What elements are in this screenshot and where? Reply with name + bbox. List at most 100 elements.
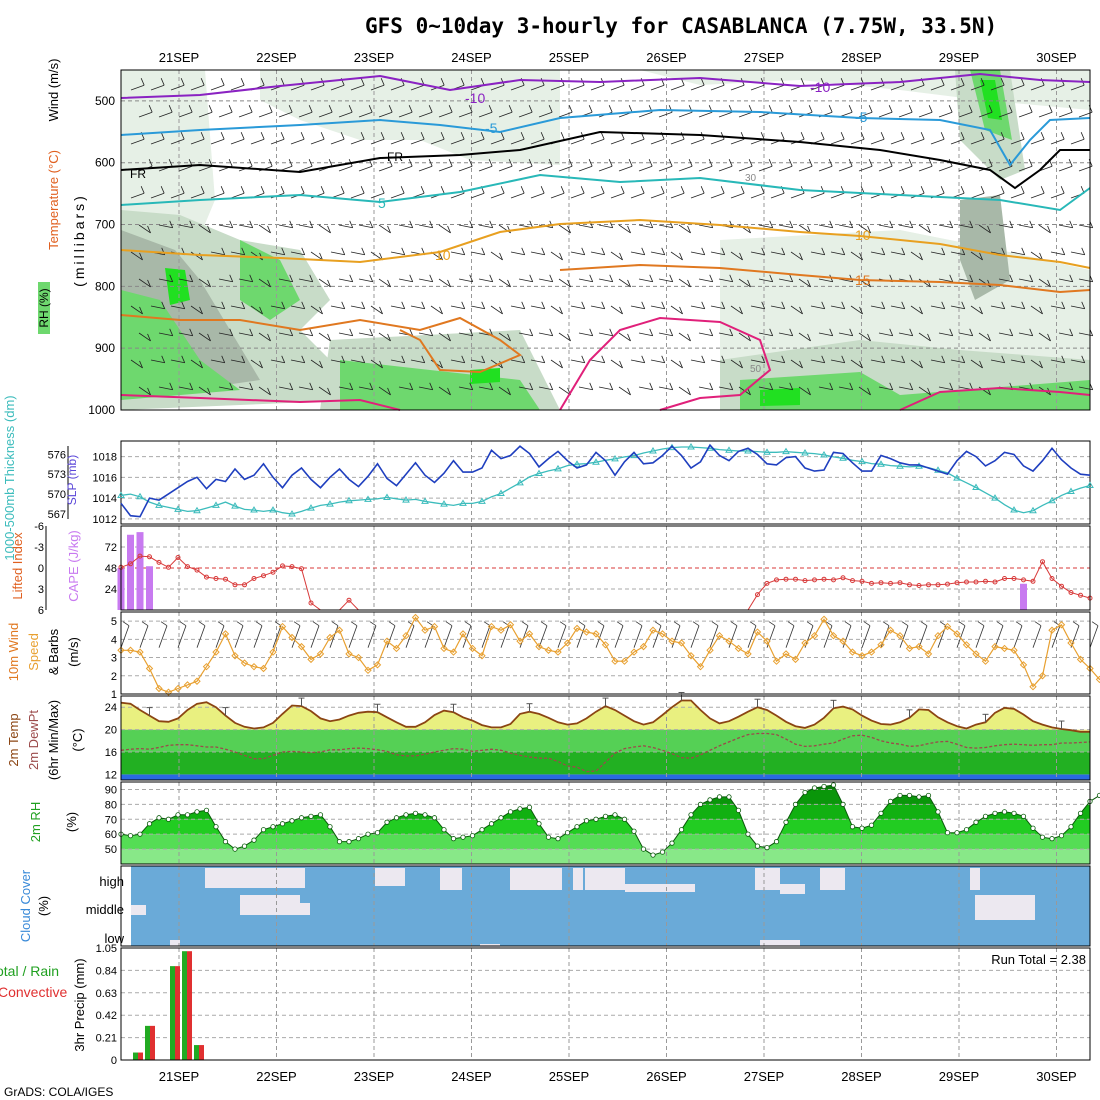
barb-10m-flag bbox=[1091, 621, 1099, 627]
wind-barb bbox=[978, 111, 993, 118]
wind-barb bbox=[638, 386, 653, 391]
wind-barb-flag bbox=[181, 301, 186, 309]
wind-barb-flag bbox=[649, 220, 654, 228]
wind-barb bbox=[1058, 111, 1073, 118]
wind-barb-flag bbox=[540, 78, 545, 86]
wind-barb-flag bbox=[1009, 220, 1014, 228]
wind-barb-flag bbox=[281, 247, 286, 255]
wind-barb-flag bbox=[969, 274, 974, 282]
wind-barb bbox=[630, 305, 645, 310]
barb-10m-flag bbox=[559, 621, 567, 627]
wind-barb bbox=[290, 251, 305, 256]
wind-barb bbox=[138, 332, 151, 342]
thickness-marker bbox=[877, 460, 885, 467]
wind-barb-flag bbox=[828, 159, 833, 167]
rh-tick-label: 70 bbox=[105, 814, 117, 826]
wind-barb bbox=[1058, 332, 1073, 337]
wind-barb bbox=[1038, 224, 1051, 234]
wind-barb-flag bbox=[859, 306, 863, 315]
rh-marker bbox=[906, 792, 913, 799]
wind-barb-flag bbox=[481, 247, 486, 255]
wind-barb bbox=[690, 192, 705, 199]
wind-barb-flag bbox=[379, 360, 383, 369]
wind-barb-flag bbox=[589, 382, 594, 390]
wind-barb-flag bbox=[361, 247, 366, 255]
wind-barb-flag bbox=[619, 252, 623, 261]
wind-barb bbox=[330, 84, 345, 91]
wind-barb-flag bbox=[828, 105, 833, 113]
wind-barb bbox=[298, 332, 313, 337]
wind-barb bbox=[190, 305, 203, 315]
wind-barb bbox=[650, 84, 665, 91]
wind-barb-flag bbox=[880, 132, 885, 140]
wind-barb bbox=[738, 332, 751, 342]
cloud-block bbox=[440, 868, 462, 890]
wind-barb bbox=[570, 305, 585, 310]
wind-barb bbox=[150, 305, 165, 310]
wind-barb bbox=[258, 111, 273, 118]
wind-marker bbox=[269, 648, 277, 656]
wind-barb-flag bbox=[1001, 301, 1006, 309]
wind-barb-flag bbox=[221, 301, 226, 309]
temp-band-12-16 bbox=[121, 752, 1090, 775]
wind-barb bbox=[830, 251, 845, 256]
temp-label-2: 2m DewPt bbox=[26, 710, 41, 770]
wind-barb-flag bbox=[500, 186, 505, 194]
rh-marker bbox=[859, 825, 865, 831]
wind-barb-flag bbox=[799, 252, 803, 261]
wind-barb-flag bbox=[661, 355, 666, 363]
li-marker bbox=[1059, 583, 1064, 589]
li-marker bbox=[242, 582, 247, 588]
barb-10m bbox=[1013, 625, 1023, 648]
date-label-bottom: 24SEP bbox=[451, 1069, 491, 1084]
li-marker bbox=[764, 580, 770, 586]
wind-barb bbox=[470, 359, 485, 364]
li-marker bbox=[878, 580, 884, 586]
wind-barb bbox=[658, 111, 673, 118]
wind-barb-flag bbox=[720, 186, 725, 194]
barb-10m-flag bbox=[920, 621, 928, 627]
rh-marker bbox=[393, 815, 400, 821]
rh-marker bbox=[1030, 825, 1036, 831]
barb-10m-flag bbox=[977, 621, 985, 627]
wind-barb bbox=[770, 251, 785, 256]
li-marker bbox=[194, 567, 200, 573]
wind-barb bbox=[690, 359, 705, 364]
wind-barb bbox=[678, 165, 693, 172]
barb-10m-flag bbox=[882, 621, 890, 627]
li-marker bbox=[859, 578, 865, 584]
wind-barb bbox=[158, 386, 173, 391]
wind-barb bbox=[830, 138, 845, 145]
wind-barb-flag bbox=[521, 247, 526, 255]
wind-barb bbox=[178, 386, 193, 391]
rh-marker bbox=[232, 846, 238, 852]
wind-barb bbox=[338, 332, 353, 337]
wind-marker bbox=[164, 688, 173, 696]
barb-10m-flag bbox=[692, 621, 700, 627]
li-marker bbox=[812, 577, 817, 583]
wind-marker bbox=[801, 639, 809, 647]
wind-barb bbox=[498, 332, 511, 342]
rh-marker bbox=[650, 852, 656, 858]
wind-barb bbox=[1070, 251, 1085, 256]
thickness-marker bbox=[402, 496, 410, 503]
wind-barb-flag bbox=[500, 132, 505, 140]
wind-barb bbox=[598, 386, 613, 391]
wind-barb bbox=[230, 192, 245, 199]
barb-10m-flag bbox=[711, 621, 719, 627]
wind-barb bbox=[530, 192, 545, 199]
wind-barb bbox=[558, 111, 573, 118]
wind-barb-flag bbox=[969, 328, 974, 336]
wind-barb bbox=[258, 386, 271, 396]
wind-barb bbox=[458, 278, 473, 283]
thickness-marker bbox=[459, 499, 467, 506]
wind-barb bbox=[1030, 84, 1045, 91]
wind-marker bbox=[820, 615, 828, 623]
wind-barb bbox=[370, 84, 385, 91]
wind-barb bbox=[950, 138, 965, 145]
wind-barb-flag bbox=[968, 159, 973, 167]
wind-barb-flag bbox=[668, 159, 673, 167]
wind-barb-flag bbox=[701, 355, 706, 363]
wind-marker bbox=[1019, 661, 1028, 669]
wind-barb-flag bbox=[420, 186, 425, 194]
